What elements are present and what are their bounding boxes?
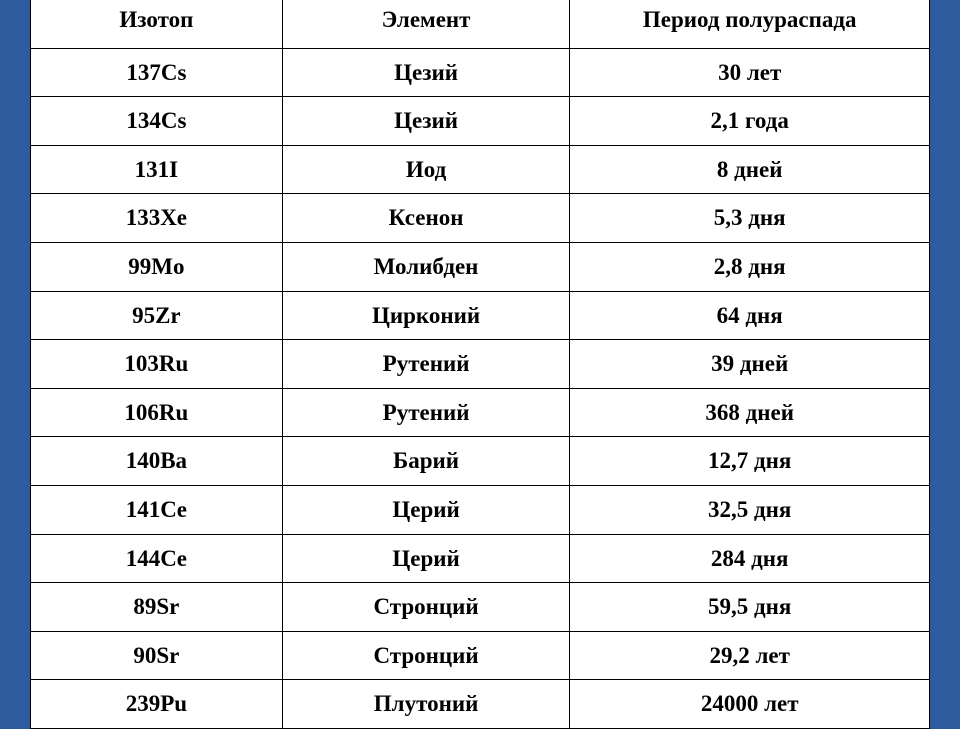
- col-header-element: Элемент: [282, 0, 570, 48]
- table-row: 106RuРутений368 дней: [31, 388, 930, 437]
- cell-halflife: 59,5 дня: [570, 583, 930, 632]
- cell-element: Цезий: [282, 97, 570, 146]
- table-container: Изотоп Элемент Период полураспада 137CsЦ…: [30, 0, 930, 729]
- col-header-isotope: Изотоп: [31, 0, 283, 48]
- cell-halflife: 30 лет: [570, 48, 930, 97]
- cell-isotope: 131I: [31, 145, 283, 194]
- table-row: 144CeЦерий284 дня: [31, 534, 930, 583]
- table-row: 133XeКсенон5,3 дня: [31, 194, 930, 243]
- table-row: 131IИод8 дней: [31, 145, 930, 194]
- cell-element: Цирконий: [282, 291, 570, 340]
- cell-element: Рутений: [282, 340, 570, 389]
- cell-element: Рутений: [282, 388, 570, 437]
- table-row: 99MoМолибден2,8 дня: [31, 243, 930, 292]
- cell-element: Барий: [282, 437, 570, 486]
- cell-halflife: 284 дня: [570, 534, 930, 583]
- table-row: 103RuРутений39 дней: [31, 340, 930, 389]
- cell-isotope: 239Pu: [31, 680, 283, 729]
- cell-isotope: 140Ba: [31, 437, 283, 486]
- cell-isotope: 95Zr: [31, 291, 283, 340]
- cell-isotope: 144Ce: [31, 534, 283, 583]
- cell-halflife: 8 дней: [570, 145, 930, 194]
- table-body: 137CsЦезий30 лет 134CsЦезий2,1 года 131I…: [31, 48, 930, 728]
- table-row: 90SrСтронций29,2 лет: [31, 631, 930, 680]
- cell-element: Церий: [282, 485, 570, 534]
- cell-isotope: 90Sr: [31, 631, 283, 680]
- table-row: 239PuПлутоний24000 лет: [31, 680, 930, 729]
- cell-isotope: 141Ce: [31, 485, 283, 534]
- cell-element: Стронций: [282, 631, 570, 680]
- cell-element: Церий: [282, 534, 570, 583]
- cell-element: Ксенон: [282, 194, 570, 243]
- cell-isotope: 103Ru: [31, 340, 283, 389]
- cell-halflife: 2,1 года: [570, 97, 930, 146]
- cell-isotope: 89Sr: [31, 583, 283, 632]
- cell-halflife: 368 дней: [570, 388, 930, 437]
- cell-element: Стронций: [282, 583, 570, 632]
- table-row: 89SrСтронций59,5 дня: [31, 583, 930, 632]
- table-header-row: Изотоп Элемент Период полураспада: [31, 0, 930, 48]
- cell-halflife: 29,2 лет: [570, 631, 930, 680]
- cell-halflife: 24000 лет: [570, 680, 930, 729]
- cell-halflife: 12,7 дня: [570, 437, 930, 486]
- cell-halflife: 5,3 дня: [570, 194, 930, 243]
- cell-isotope: 134Cs: [31, 97, 283, 146]
- cell-element: Цезий: [282, 48, 570, 97]
- cell-isotope: 106Ru: [31, 388, 283, 437]
- cell-element: Молибден: [282, 243, 570, 292]
- cell-isotope: 137Cs: [31, 48, 283, 97]
- table-row: 134CsЦезий2,1 года: [31, 97, 930, 146]
- cell-halflife: 64 дня: [570, 291, 930, 340]
- table-row: 137CsЦезий30 лет: [31, 48, 930, 97]
- cell-halflife: 32,5 дня: [570, 485, 930, 534]
- cell-halflife: 2,8 дня: [570, 243, 930, 292]
- table-row: 95ZrЦирконий64 дня: [31, 291, 930, 340]
- cell-isotope: 99Mo: [31, 243, 283, 292]
- table-row: 140BaБарий12,7 дня: [31, 437, 930, 486]
- isotope-table: Изотоп Элемент Период полураспада 137CsЦ…: [30, 0, 930, 729]
- cell-element: Иод: [282, 145, 570, 194]
- col-header-halflife: Период полураспада: [570, 0, 930, 48]
- cell-halflife: 39 дней: [570, 340, 930, 389]
- cell-element: Плутоний: [282, 680, 570, 729]
- table-row: 141CeЦерий32,5 дня: [31, 485, 930, 534]
- cell-isotope: 133Xe: [31, 194, 283, 243]
